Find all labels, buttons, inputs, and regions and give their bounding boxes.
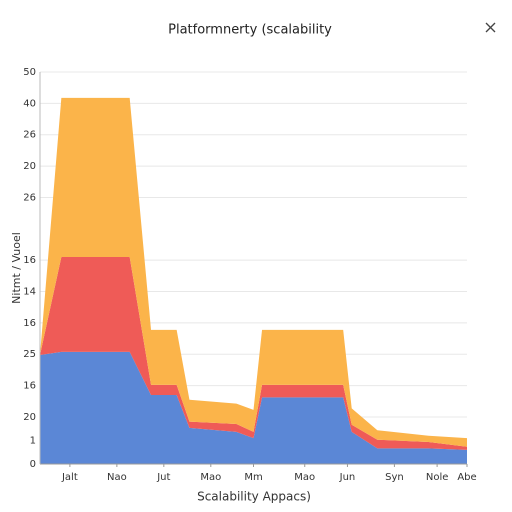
chart-title: Platformnerty (scalability — [168, 23, 332, 38]
y-tick-label: 26 — [23, 192, 36, 203]
close-button[interactable] — [485, 22, 496, 33]
close-icon[interactable] — [485, 22, 496, 33]
y-tick-label: 16 — [23, 381, 36, 392]
area — [40, 97, 467, 447]
y-axis-label: Nitmt / Vuoel — [10, 232, 23, 304]
x-tick-label: Mm — [244, 472, 262, 483]
y-tick-label: 14 — [23, 287, 36, 298]
y-tick-label: 20 — [23, 161, 36, 172]
x-tick-label: Mao — [200, 472, 221, 483]
x-axis-label: Scalability Appacs) — [197, 490, 311, 504]
y-tick-label: 20 — [23, 412, 36, 423]
y-tick-label: 0 — [30, 459, 36, 470]
x-tick-label: Nole — [426, 472, 449, 483]
x-tick-label: Jut — [156, 472, 170, 483]
x-tick-label: Jun — [339, 472, 356, 483]
area — [40, 257, 467, 450]
y-tick-label: 40 — [23, 98, 36, 109]
x-tick-label: Abe — [457, 472, 476, 483]
area — [40, 351, 467, 464]
x-tick-label: Mao — [294, 472, 315, 483]
y-tick-label: 25 — [23, 349, 36, 360]
y-tick-label: 16 — [23, 255, 36, 266]
y-tick-label: 16 — [23, 318, 36, 329]
y-tick-label: 50 — [23, 67, 36, 78]
y-tick-label: 1 — [30, 435, 36, 446]
x-tick-label: Syn — [385, 472, 404, 483]
x-tick-label: Jalt — [61, 472, 78, 483]
y-tick-label: 26 — [23, 130, 36, 141]
x-tick-label: Nao — [107, 472, 127, 483]
